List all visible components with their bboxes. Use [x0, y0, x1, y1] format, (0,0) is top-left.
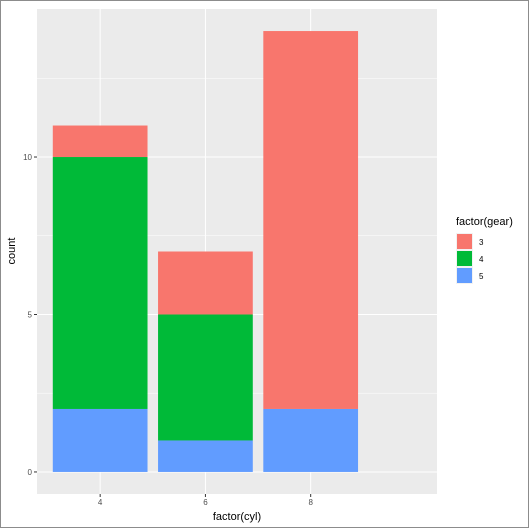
bar-segment-cyl-4-gear-4	[52, 157, 148, 409]
bar-segment-cyl-4-gear-3	[52, 125, 148, 158]
y-axis-title: count	[6, 238, 18, 265]
legend-swatch-gear-4	[457, 251, 472, 266]
bar-segment-cyl-6-gear-4	[158, 314, 253, 441]
legend-label-gear-4: 4	[479, 255, 484, 264]
bar-segment-cyl-8-gear-5	[263, 408, 359, 472]
legend-swatch-gear-3	[457, 234, 472, 249]
x-axis-title: factor(cyl)	[213, 511, 261, 523]
bar-segment-cyl-4-gear-5	[52, 408, 148, 472]
bar-segment-cyl-8-gear-3	[263, 31, 359, 409]
bar-segment-cyl-6-gear-5	[158, 440, 253, 472]
y-axis: 0 5 10	[23, 153, 37, 477]
legend-label-gear-3: 3	[479, 238, 484, 247]
x-tick-label: 8	[308, 498, 313, 507]
y-tick-label: 5	[28, 310, 33, 319]
legend: factor(gear) 3 4 5	[456, 216, 513, 284]
x-tick-label: 6	[203, 498, 208, 507]
legend-label-gear-5: 5	[479, 272, 484, 281]
bar-segment-cyl-6-gear-3	[158, 251, 253, 315]
x-axis: 4 6 8	[98, 494, 313, 507]
x-tick-label: 4	[98, 498, 103, 507]
y-tick-label: 10	[23, 153, 32, 162]
bar-stacks	[52, 31, 359, 472]
legend-title: factor(gear)	[456, 216, 513, 228]
y-tick-label: 0	[28, 468, 33, 477]
legend-swatch-gear-5	[457, 268, 472, 283]
